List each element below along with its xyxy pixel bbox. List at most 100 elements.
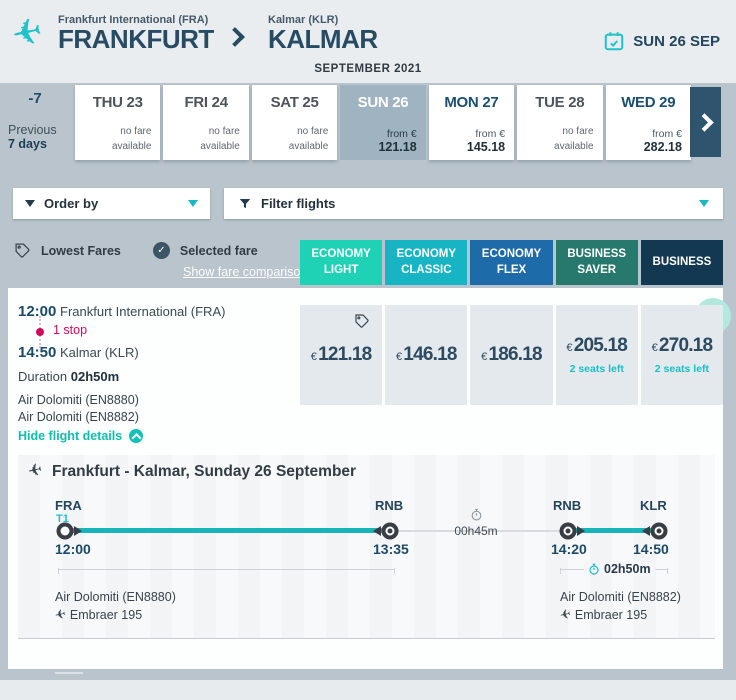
- day-cell-sun26-selected[interactable]: SUN 26 from € 121.18: [340, 85, 426, 160]
- time-arr-klr: 14:50: [633, 541, 669, 557]
- no-fare-line2: available: [554, 140, 594, 152]
- arrival-airport: Kalmar (KLR): [60, 345, 139, 360]
- filter-flights-label: Filter flights: [261, 196, 336, 211]
- layover-duration: 00h45m: [454, 524, 498, 538]
- fare-class-line1: BUSINESS: [567, 247, 627, 260]
- day-fare: 282.18: [643, 140, 682, 154]
- station-code-fra: FRA: [55, 498, 82, 513]
- hide-flight-details-link[interactable]: Hide flight details: [18, 429, 144, 443]
- segment-1-line: [64, 528, 390, 533]
- segment-airline: Air Dolomiti (EN8882): [560, 590, 681, 604]
- day-label: SUN 26: [357, 94, 409, 111]
- day-cell-tue28[interactable]: TUE 28 no fare available: [517, 85, 603, 160]
- airline-flight-1: Air Dolomiti (EN8880): [18, 393, 139, 407]
- timeline-node-klr-wedge: [642, 526, 650, 536]
- chevron-right-icon: [694, 112, 714, 132]
- timeline-node-rnb-arrival: [381, 522, 399, 540]
- day-fare: 145.18: [466, 140, 506, 154]
- price-amount: 186.18: [488, 344, 543, 365]
- departure-time: 12:00: [18, 303, 57, 320]
- fare-class-line2: LIGHT: [323, 263, 359, 276]
- price-economy-light[interactable]: €121.18: [300, 305, 383, 405]
- segment-2-info: Air Dolomiti (EN8882) ✈ Embraer 195: [558, 588, 681, 625]
- selected-fare-check-icon: ✓: [152, 242, 170, 259]
- fare-class-line2: SAVER: [577, 263, 617, 276]
- fare-class-business-saver[interactable]: BUSINESS SAVER: [555, 240, 638, 285]
- selected-fare-label: Selected fare: [179, 243, 258, 258]
- travel-date: SUN 26 SEP: [603, 30, 720, 52]
- chevron-down-icon: [699, 200, 709, 207]
- stopwatch-icon: [589, 563, 599, 575]
- station-code-rnb-arrival: RNB: [375, 498, 404, 513]
- segment-duration-value: 02h50m: [604, 562, 651, 576]
- details-title: Frankfurt - Kalmar, Sunday 26 September: [52, 463, 357, 480]
- departure-airport: Frankfurt International (FRA): [60, 304, 226, 319]
- fare-class-economy-light[interactable]: ECONOMY LIGHT: [300, 240, 383, 285]
- day-fare: 121.18: [378, 140, 417, 154]
- previous-days-delta: -7: [28, 90, 42, 107]
- from-label: from €: [386, 128, 417, 140]
- aircraft-plane-icon: ✈: [53, 606, 68, 624]
- fare-class-economy-flex[interactable]: ECONOMY FLEX: [470, 240, 553, 285]
- filter-flights-dropdown[interactable]: Filter flights: [224, 188, 723, 219]
- next-days-button[interactable]: [690, 87, 721, 157]
- day-cell-mon27[interactable]: MON 27 from € 145.18: [428, 85, 515, 160]
- previous-days-button[interactable]: -7 Previous 7 days: [0, 86, 70, 158]
- timeline-node-klr: [650, 522, 668, 540]
- time-arr-rnb: 13:35: [373, 541, 409, 557]
- currency-symbol: €: [310, 351, 317, 363]
- order-by-dropdown[interactable]: Order by: [13, 188, 210, 219]
- no-fare-line1: no fare: [208, 126, 240, 137]
- fare-class-line2: FLEX: [496, 263, 527, 276]
- day-label: THU 23: [92, 94, 143, 111]
- day-label: MON 27: [444, 94, 499, 111]
- day-strip: THU 23 no fare available FRI 24 no fare …: [75, 85, 691, 160]
- departure-row: 12:00 Frankfurt International (FRA): [18, 303, 225, 320]
- price-economy-classic[interactable]: €146.18: [385, 305, 468, 405]
- price-business[interactable]: €270.18 2 seats left: [640, 305, 724, 405]
- no-fare-note: no fare available: [84, 125, 151, 154]
- day-cell-fri24[interactable]: FRI 24 no fare available: [163, 85, 249, 160]
- duration-row: Duration 02h50m: [18, 369, 119, 384]
- route-arrow-icon: [225, 27, 245, 47]
- chevron-down-icon: [188, 200, 198, 207]
- duration-label: Duration: [18, 369, 68, 384]
- fare-class-business[interactable]: BUSINESS: [640, 240, 724, 285]
- fare-class-economy-classic[interactable]: ECONOMY CLASSIC: [385, 240, 468, 285]
- no-fare-note: no fare available: [261, 125, 328, 154]
- page-footer-strip: [0, 680, 736, 700]
- arrival-time: 14:50: [18, 344, 57, 361]
- travel-date-label: SUN 26 SEP: [633, 32, 720, 50]
- fare-class-line1: ECONOMY: [311, 247, 371, 260]
- price-amount: 146.18: [403, 344, 457, 365]
- layover-block: 00h45m: [446, 508, 506, 538]
- calendar-icon: [605, 32, 624, 51]
- layover-line: [390, 530, 568, 532]
- fare-class-line1: ECONOMY: [396, 247, 457, 260]
- time-dep-fra: 12:00: [55, 541, 91, 557]
- aircraft-type: Embraer 195: [574, 608, 648, 623]
- destination-airport-label: Kalmar (KLR): [268, 14, 339, 26]
- arrival-row: 14:50 Kalmar (KLR): [18, 344, 139, 361]
- price-row: €121.18 €146.18 €186.18 €205.18 2 seats …: [300, 305, 724, 405]
- timeline-node-rnb-departure: [559, 522, 577, 540]
- origin-airport-label: Frankfurt International (FRA): [58, 14, 209, 26]
- stopwatch-icon: [471, 508, 481, 521]
- fare-class-line1: ECONOMY: [481, 247, 542, 260]
- fare-class-line1: BUSINESS: [652, 255, 712, 268]
- hide-flight-details-label: Hide flight details: [18, 429, 123, 443]
- duration-value: 02h50m: [70, 369, 120, 384]
- day-cell-sat25[interactable]: SAT 25 no fare available: [251, 85, 338, 160]
- day-cell-wed29[interactable]: WED 29 from € 282.18: [605, 85, 691, 160]
- day-cell-thu23[interactable]: THU 23 no fare available: [75, 85, 161, 160]
- price-economy-flex[interactable]: €186.18: [470, 305, 553, 405]
- segment-2-duration: 02h50m: [584, 562, 655, 576]
- day-label: WED 29: [621, 94, 676, 111]
- fare-class-header-row: ECONOMY LIGHT ECONOMY CLASSIC ECONOMY FL…: [300, 240, 724, 285]
- timeline-node-rnb-departure-wedge: [577, 526, 585, 536]
- currency-symbol: €: [395, 351, 402, 363]
- previous-days-label: 7 days: [8, 137, 47, 151]
- price-business-saver[interactable]: €205.18 2 seats left: [555, 305, 638, 405]
- lowest-fare-tag-icon: [355, 314, 369, 328]
